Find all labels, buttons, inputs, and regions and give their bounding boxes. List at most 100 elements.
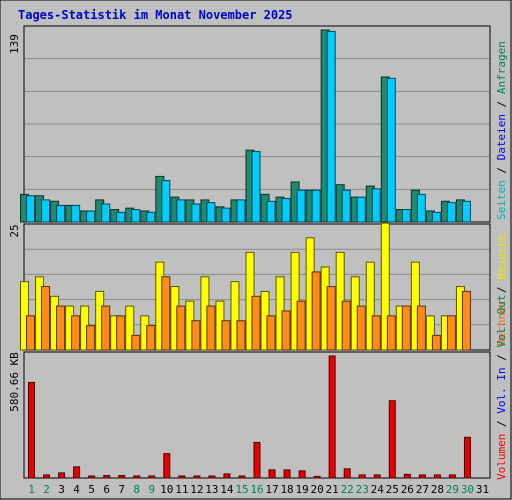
bar-rechner-day-24 [371,315,381,351]
x-label-24: 24 [371,483,385,496]
x-label-4: 4 [73,483,80,496]
bar-rechner-day-3 [56,305,66,351]
bar-dateien-day-2 [41,199,51,223]
bar-rechner-day-8 [131,334,141,351]
bar-dateien-day-30 [461,200,471,223]
bar-volumen-day-8 [133,475,141,479]
bar-volumen-day-2 [43,474,51,479]
legend-volumen: Volumen [495,434,508,480]
bar-dateien-day-17 [266,200,276,223]
legend-middle: Rechner / Besuche [495,233,508,346]
bar-volumen-day-30 [463,436,471,479]
x-label-12: 12 [190,483,203,496]
bar-volumen-day-26 [403,473,411,479]
bar-dateien-day-24 [371,188,381,223]
bar-volumen-day-7 [118,475,126,479]
bar-dateien-day-29 [446,202,456,223]
bar-rechner-day-12 [191,320,201,351]
bar-rechner-day-22 [341,300,351,351]
bar-rechner-day-5 [86,325,96,351]
x-label-21: 21 [326,483,339,496]
bar-dateien-day-13 [206,202,216,223]
bar-rechner-day-20 [311,271,321,351]
bar-rechner-day-15 [236,320,246,351]
bar-rechner-day-4 [71,315,81,351]
bar-dateien-day-8 [131,209,141,223]
bar-volumen-day-15 [238,475,246,479]
chart-title: Tages-Statistik im Monat November 2025 [18,8,293,22]
bar-volumen-day-29 [448,474,456,479]
bar-volumen-day-27 [418,474,426,479]
bar-dateien-day-18 [281,198,291,223]
bar-rechner-day-28 [431,334,441,351]
x-label-19: 19 [295,483,308,496]
bar-dateien-day-7 [116,211,126,223]
bar-volumen-day-21 [328,355,336,479]
bar-dateien-day-15 [236,199,246,223]
panel-bottom-bars [28,355,471,479]
x-label-18: 18 [280,483,293,496]
bar-volumen-day-23 [358,474,366,479]
bar-dateien-day-20 [311,189,321,223]
x-label-7: 7 [118,483,125,496]
panel-middle-bars [20,222,471,351]
bar-rechner-day-16 [251,295,261,351]
x-axis-labels: 1 2 3 4 5 6 7 8 9 10 11 12 13 14 15 16 17 18 19 20 21 22 23 24 2… [28,483,489,496]
legend-seiten: Seiten [495,180,508,220]
x-label-11: 11 [175,483,188,496]
bar-rechner-day-13 [206,305,216,351]
x-label-16: 16 [250,483,263,496]
bar-dateien-day-10 [161,180,171,223]
x-label-6: 6 [103,483,110,496]
legend-anfragen: Anfragen [495,41,508,94]
panel-top-bars [20,29,471,223]
x-label-10: 10 [160,483,173,496]
bar-dateien-day-5 [86,210,96,223]
bar-volumen-day-20 [313,475,321,479]
bar-besuche-day-28 [425,315,435,351]
legend-sep: / [495,414,508,434]
bar-volumen-day-1 [28,381,36,479]
panel-bottom: 580.66 KB Volumen / Vol. In / Vol. Out [8,295,508,480]
x-label-5: 5 [88,483,95,496]
bar-besuche-day-24 [365,261,375,351]
panel-top: 139 Seiten / Dateien / Anfragen [8,25,508,223]
bar-rechner-day-21 [326,286,336,351]
legend-besuche: Besuche [495,233,508,279]
bar-dateien-day-3 [56,204,66,223]
bar-volumen-day-19 [298,470,306,479]
bar-dateien-day-11 [176,199,186,223]
bar-rechner-day-14 [221,320,231,351]
bar-rechner-day-26 [401,305,411,351]
bar-volumen-day-10 [163,453,171,479]
legend-top: Seiten / Dateien / Anfragen [495,41,508,220]
legend-sep: / [495,94,508,114]
bar-rechner-day-19 [296,300,306,351]
bar-dateien-day-21 [326,30,336,223]
bar-rechner-day-11 [176,305,186,351]
bar-dateien-day-26 [401,209,411,223]
bar-dateien-day-1 [26,195,36,223]
bar-volumen-day-4 [73,466,81,479]
x-label-20: 20 [311,483,324,496]
x-label-9: 9 [148,483,155,496]
bar-besuche-day-8 [125,305,135,351]
bar-dateien-day-23 [356,196,366,223]
x-label-26: 26 [401,483,414,496]
bar-dateien-day-14 [221,207,231,223]
bar-rechner-day-2 [41,286,51,351]
bar-rechner-day-7 [116,315,126,351]
bar-rechner-day-1 [26,315,36,351]
bar-rechner-day-6 [101,305,111,351]
x-label-30: 30 [461,483,474,496]
bar-volumen-day-24 [373,474,381,479]
bar-volumen-day-11 [178,475,186,479]
bar-rechner-day-25 [386,315,396,351]
legend-rechner: Rechner [495,299,508,346]
bar-volumen-day-6 [103,475,111,479]
bar-dateien-day-19 [296,189,306,223]
x-label-22: 22 [341,483,354,496]
bar-dateien-day-9 [146,211,156,223]
x-label-28: 28 [431,483,444,496]
